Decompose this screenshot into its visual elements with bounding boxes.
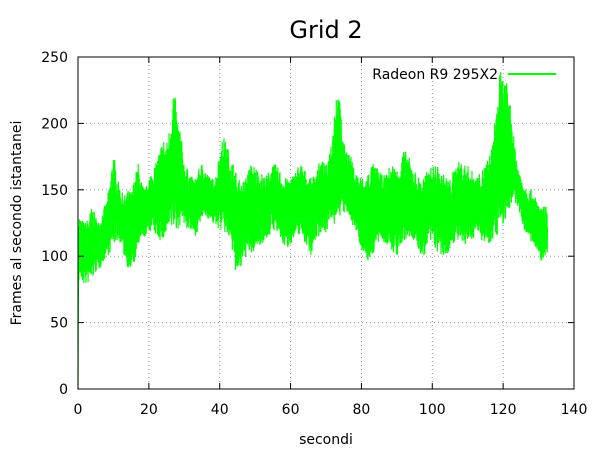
y-tick-label: 100 [41, 249, 68, 265]
plot-frame [77, 56, 575, 390]
x-tick-label: 140 [561, 402, 588, 418]
y-tick-label: 250 [41, 50, 68, 66]
y-tick-label: 50 [50, 316, 68, 332]
series-area [77, 72, 549, 390]
chart-title: Grid 2 [289, 16, 362, 44]
legend: Radeon R9 295X2 [372, 67, 556, 83]
x-tick-label: 20 [140, 402, 158, 418]
x-tick-label: 40 [211, 402, 229, 418]
x-axis-label: secondi [299, 432, 353, 448]
y-axis-label: Frames al secondo istantanei [9, 121, 25, 326]
x-tick-label: 120 [490, 402, 517, 418]
x-tick-label: 60 [282, 402, 300, 418]
y-tick-label: 200 [41, 116, 68, 132]
y-tick-label: 0 [59, 382, 68, 398]
x-tick-label: 0 [74, 402, 83, 418]
legend-label: Radeon R9 295X2 [372, 67, 498, 83]
ticks: 0 20 40 60 80 100 120 140 0 50 100 150 200 250 [41, 50, 587, 418]
x-tick-label: 100 [419, 402, 446, 418]
y-tick-label: 150 [41, 183, 68, 199]
x-tick-label: 80 [353, 402, 371, 418]
series-line [77, 72, 549, 390]
